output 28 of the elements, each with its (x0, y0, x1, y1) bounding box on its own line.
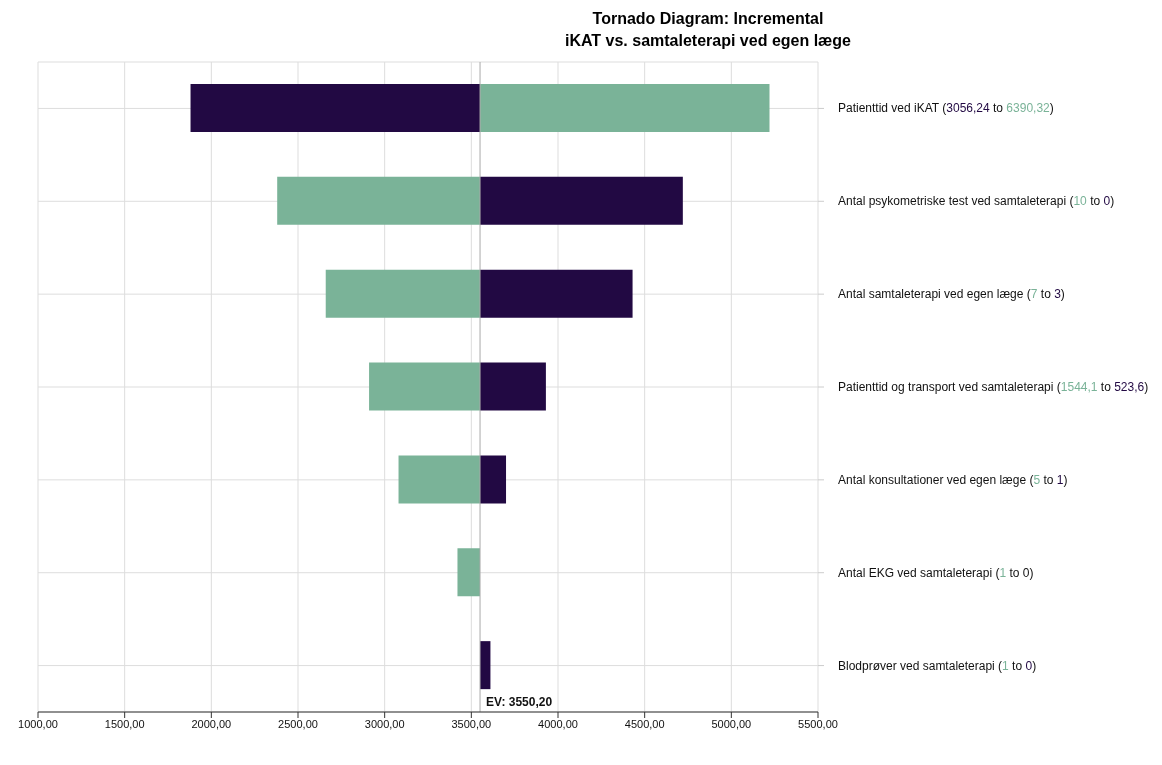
x-tick-label: 3500,00 (451, 717, 492, 730)
ref-line-label: EV: 3550,20 (486, 695, 553, 709)
bar (457, 548, 480, 597)
x-tick-label: 5500,00 (798, 717, 838, 730)
bar (325, 269, 480, 318)
bar (480, 176, 683, 225)
bar (369, 362, 480, 411)
x-tick-label: 4500,00 (624, 717, 665, 730)
x-tick-label: 5000,00 (711, 717, 752, 730)
y-tick-label: Blodprøver ved samtaleterapi (1 to 0) (838, 658, 1037, 673)
bar (480, 269, 633, 318)
y-tick-label: Antal psykometriske test ved samtaleterapi (10 to 0) (838, 194, 1115, 209)
x-tick-label: 1500,00 (104, 717, 145, 730)
y-tick-label: Antal EKG ved samtaleterapi (1 to 0) (838, 565, 1034, 580)
bar (480, 362, 546, 411)
y-tick-label: Patienttid ved iKAT (3056,24 to 6390,32) (838, 101, 1054, 116)
bar (277, 176, 480, 225)
chart-title: Tornado Diagram: Incremental iKAT vs. samtaleterapi ved egen læge (564, 9, 852, 51)
x-tick-label: 1000,00 (18, 717, 58, 730)
x-tick-label: 2500,00 (278, 717, 318, 730)
y-tick-label: Patienttid og transport ved samtaleterapi (1544,1 to 523,6) (838, 380, 1149, 394)
x-tick-label: 3000,00 (364, 717, 405, 730)
y-tick-label: Antal samtaleterapi ved egen læge (7 to 3) (838, 287, 1065, 302)
y-tick-label: Antal konsultationer ved egen læge (5 to 1) (838, 472, 1068, 487)
x-tick-label: 2000,00 (191, 717, 232, 730)
bar (480, 455, 507, 504)
x-tick-label: 4000,00 (538, 717, 578, 730)
bar (398, 455, 480, 504)
